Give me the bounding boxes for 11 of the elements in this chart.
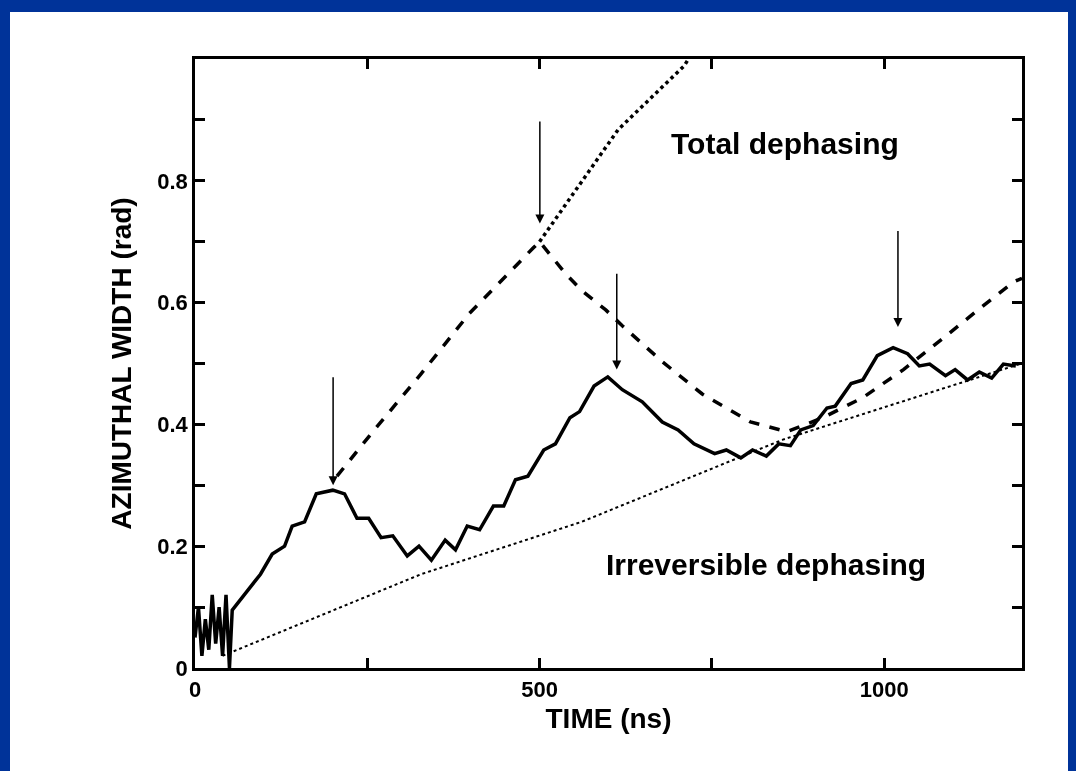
y-axis-title: AZIMUTHAL WIDTH (rad) [105,197,137,530]
x-tick-label: 500 [521,677,558,703]
x-axis-title: TIME (ns) [545,703,672,735]
y-tick-label: 0.8 [157,168,188,194]
x-tick-label: 1000 [859,677,909,703]
annotation: Total dephasing [671,127,899,160]
y-tick-label: 0 [175,655,188,681]
y-tick-label: 0.2 [157,533,188,559]
y-tick-label: 0.6 [157,290,188,316]
annotation: Irreversible dephasing [606,548,927,581]
y-tick-label: 0.4 [157,412,189,438]
